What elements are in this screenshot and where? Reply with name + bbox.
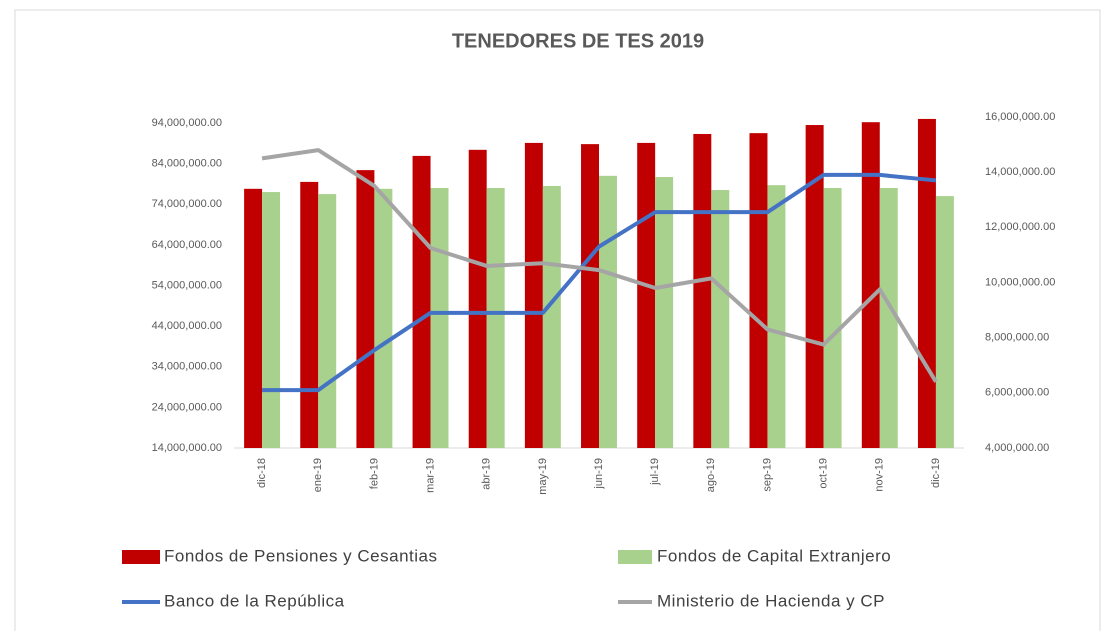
x-tick-label: oct-19 — [818, 458, 830, 489]
bar — [599, 175, 617, 448]
line-series — [261, 148, 938, 383]
y-tick-label: 44,000,000.00 — [152, 320, 222, 332]
bar — [767, 185, 786, 448]
bar — [655, 177, 674, 448]
y-tick-label: 64,000,000.00 — [152, 239, 222, 251]
bar — [879, 188, 898, 448]
x-tick-label: ago-19 — [705, 458, 717, 492]
y2-tick-label: 14,000,000.00 — [985, 166, 1055, 178]
bar — [637, 142, 656, 448]
bar — [412, 155, 431, 448]
legend-label: Fondos de Pensiones y Cesantias — [164, 546, 438, 565]
bar — [711, 190, 730, 448]
x-tick-label: feb-19 — [368, 458, 380, 489]
line-series — [262, 172, 937, 393]
y-tick-label: 74,000,000.00 — [152, 198, 222, 210]
bar — [749, 133, 768, 448]
bar — [468, 149, 487, 448]
bar — [823, 188, 842, 448]
x-tick-label: sep-19 — [761, 458, 773, 492]
legend-swatch — [618, 550, 652, 564]
y2-tick-label: 8,000,000.00 — [985, 332, 1049, 344]
x-tick-label: nov-19 — [874, 458, 886, 492]
bar — [581, 144, 599, 448]
y-tick-label: 24,000,000.00 — [152, 401, 222, 413]
y-tick-label: 54,000,000.00 — [152, 279, 222, 291]
x-tick-label: jun-19 — [593, 458, 605, 490]
bar — [861, 122, 880, 448]
bar — [805, 125, 824, 448]
y2-tick-label: 16,000,000.00 — [985, 111, 1055, 123]
bar — [430, 188, 449, 448]
bar — [917, 118, 936, 448]
x-tick-label: may-19 — [537, 458, 549, 495]
legend-label: Fondos de Capital Extranjero — [657, 546, 891, 565]
x-tick-label: dic-18 — [256, 458, 268, 488]
y2-tick-label: 10,000,000.00 — [985, 276, 1055, 288]
y2-tick-label: 4,000,000.00 — [985, 442, 1049, 454]
x-tick-label: ene-19 — [312, 458, 324, 492]
y-tick-label: 84,000,000.00 — [152, 158, 222, 170]
y-tick-label: 94,000,000.00 — [152, 117, 222, 129]
chart-title: TENEDORES DE TES 2019 — [452, 30, 704, 52]
y2-tick-label: 12,000,000.00 — [985, 221, 1055, 233]
bar — [262, 192, 281, 448]
bar — [374, 188, 393, 448]
bar — [542, 185, 561, 448]
x-tick-label: jul-19 — [649, 458, 661, 486]
x-tick-label: mar-19 — [424, 458, 436, 493]
bar — [693, 133, 712, 448]
bar — [935, 196, 954, 448]
y-tick-label: 34,000,000.00 — [152, 361, 222, 373]
bar — [244, 188, 263, 448]
y2-tick-label: 6,000,000.00 — [985, 387, 1049, 399]
bar — [356, 170, 375, 448]
bar — [318, 194, 337, 448]
x-tick-label: dic-19 — [930, 458, 942, 488]
legend-swatch — [122, 550, 160, 564]
legend-label: Banco de la República — [164, 591, 345, 610]
bar — [300, 181, 319, 448]
legend-label: Ministerio de Hacienda y CP — [657, 591, 885, 610]
x-tick-label: abr-19 — [481, 458, 493, 490]
y-tick-label: 14,000,000.00 — [152, 442, 222, 454]
bar — [524, 142, 543, 448]
bar — [486, 188, 505, 448]
